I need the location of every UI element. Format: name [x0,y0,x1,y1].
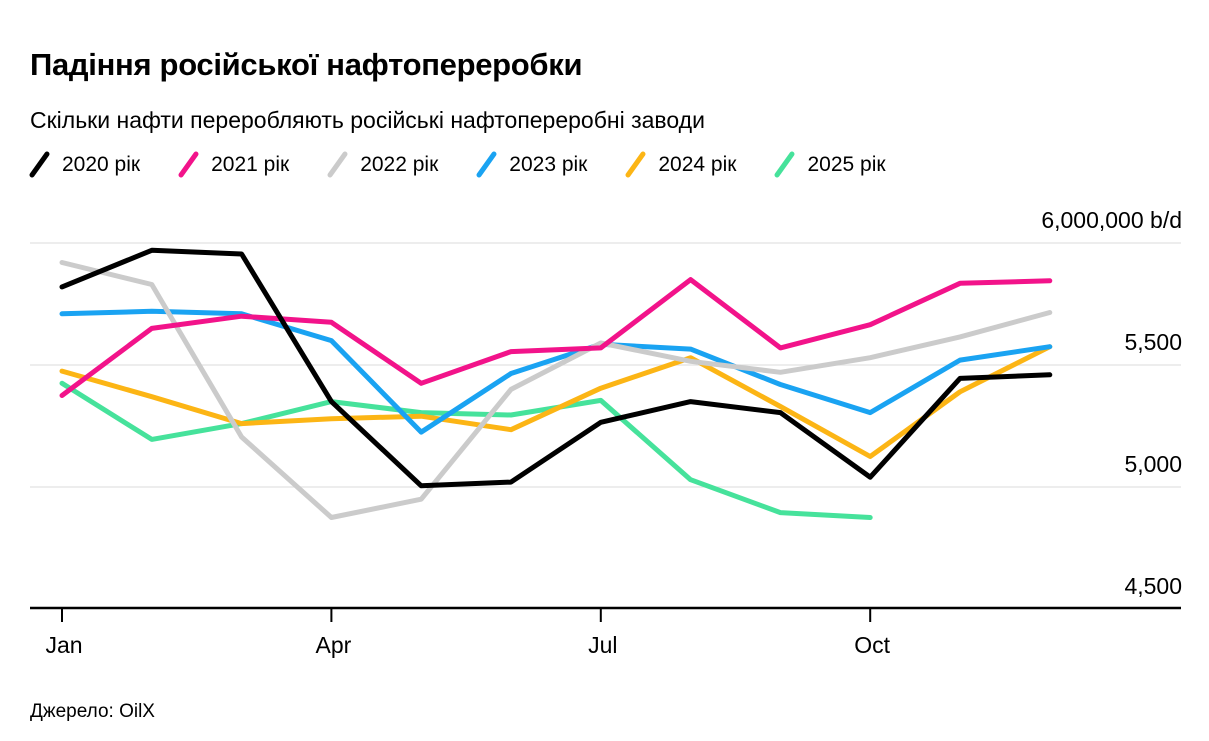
chart-legend: 2020 рік 2021 рік 2022 рік 2023 рік 2024 рік… [28,150,886,179]
legend-slash-icon [625,151,646,178]
legend-label: 2024 рік [658,152,737,176]
source-note: Джерело: OilX [30,701,155,722]
legend-item-2020: 2020 рік [28,150,140,179]
legend-label: 2021 рік [211,152,290,176]
refining-line-chart: Jan Apr Jul Oct 6,000,000 b/d 5,500 5,000 4,500 [30,207,1182,658]
x-axis-label: Jul [588,632,617,658]
legend-label: 2025 рік [807,152,886,176]
page-title: Падіння російської нафтопереробки [30,47,583,82]
series-line-2022 [59,260,1053,520]
x-axis-label: Apr [316,632,352,658]
series-line-2024 [59,344,1053,459]
y-axis-label: 6,000,000 b/d [1041,207,1182,233]
legend-slash-icon [29,151,50,178]
legend-slash-icon [327,151,348,178]
legend-item-2023: 2023 рік [475,150,587,179]
legend-slash-icon [476,151,497,178]
legend-label: 2023 рік [509,152,588,176]
series-line-2021 [59,277,1053,398]
x-axis-label: Oct [854,632,890,658]
y-axis-label: 4,500 [1124,573,1182,599]
legend-item-2022: 2022 рік [326,150,438,179]
chart-subtitle: Скільки нафти переробляють російські наф… [30,107,705,133]
series-line-2020 [59,247,1053,489]
y-axis-label: 5,000 [1124,451,1182,477]
series-line-2025 [59,380,873,520]
legend-item-2021: 2021 рік [177,150,289,179]
legend-label: 2020 рік [62,152,141,176]
legend-item-2024: 2024 рік [624,150,736,179]
legend-item-2025: 2025 рік [773,150,886,179]
x-axis-label: Jan [45,632,82,658]
legend-slash-icon [178,151,199,178]
legend-label: 2022 рік [360,152,439,176]
y-axis-label: 5,500 [1124,329,1182,355]
series-line-2023 [59,308,1053,435]
legend-slash-icon [774,151,795,178]
